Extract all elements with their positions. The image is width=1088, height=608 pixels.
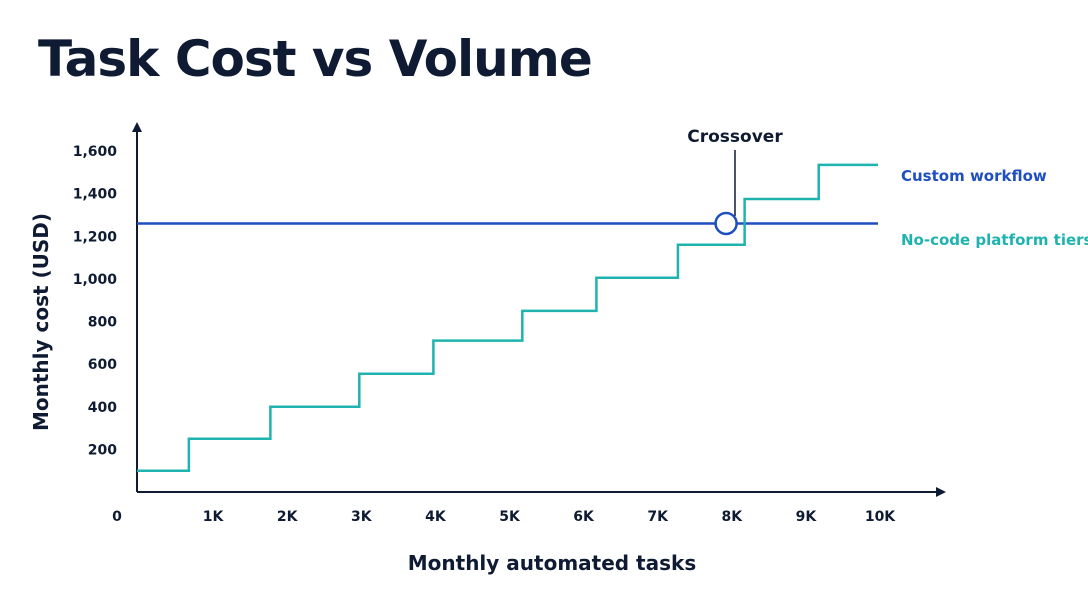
x-tick-label: 4K bbox=[425, 509, 447, 525]
crossover-marker bbox=[714, 211, 738, 236]
x-tick-label: 10K bbox=[865, 509, 896, 525]
y-tick-labels: 200 400 600 800 1,000 1,200 1,400 1,600 bbox=[73, 144, 118, 458]
x-tick-labels: 0 1K 2K 3K 4K 5K 6K 7K 8K 9K 10K bbox=[112, 509, 896, 525]
series-layer bbox=[137, 163, 878, 472]
y-tick-label: 600 bbox=[88, 357, 117, 373]
x-tick-label: 7K bbox=[647, 509, 669, 525]
y-tick-label: 1,600 bbox=[73, 144, 118, 160]
x-axis-title: Monthly automated tasks bbox=[408, 551, 696, 575]
x-tick-label: 6K bbox=[573, 509, 595, 525]
x-tick-label: 3K bbox=[351, 509, 373, 525]
y-tick-label: 800 bbox=[88, 315, 117, 331]
x-tick-label: 0 bbox=[112, 509, 122, 525]
x-tick-label: 1K bbox=[203, 509, 225, 525]
y-tick-label: 200 bbox=[88, 442, 117, 458]
x-tick-label: 2K bbox=[277, 509, 299, 525]
legend-no-code-platform-tiers: No-code platform tiers bbox=[901, 231, 1088, 249]
chart-title: Task Cost vs Volume bbox=[38, 30, 593, 88]
y-tick-label: 1,200 bbox=[73, 229, 118, 245]
legend-custom-workflow: Custom workflow bbox=[901, 167, 1047, 185]
y-tick-label: 1,000 bbox=[73, 272, 118, 288]
series-line-no-code-platform-tiers bbox=[137, 163, 878, 472]
x-tick-label: 8K bbox=[722, 509, 744, 525]
x-tick-label: 5K bbox=[499, 509, 521, 525]
y-tick-label: 1,400 bbox=[73, 187, 118, 203]
y-tick-label: 400 bbox=[88, 400, 117, 416]
y-axis-title: Monthly cost (USD) bbox=[29, 213, 53, 431]
crossover-label: Crossover bbox=[687, 127, 783, 147]
x-tick-label: 9K bbox=[796, 509, 818, 525]
